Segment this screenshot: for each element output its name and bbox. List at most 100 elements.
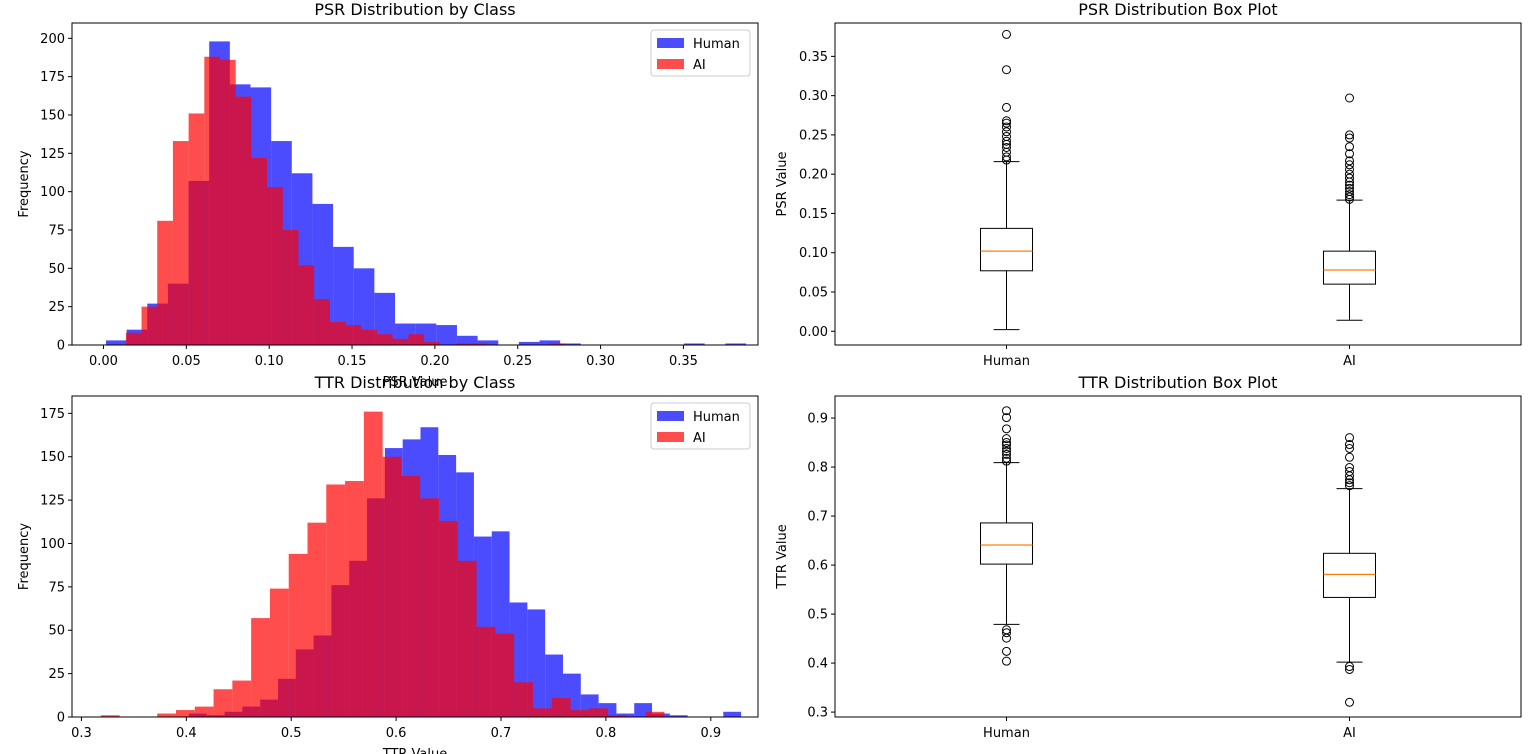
bar-ai [326,484,346,717]
outlier-point [1002,136,1011,146]
outlier-point [1345,443,1354,453]
outlier-point [1002,102,1011,112]
y-tick-label: 75 [48,580,65,595]
y-tick-label: 25 [48,667,65,682]
y-axis-label: Frequency [17,523,32,590]
legend-swatch [657,38,684,48]
bar-ai [549,343,566,345]
outlier-point [1002,628,1011,638]
outlier-point [1002,142,1011,152]
bar-ai [267,187,283,345]
outlier-point [1002,131,1011,141]
axes-frame [834,22,1522,346]
outlier-point [1345,440,1354,450]
x-tick-label: 0.10 [255,354,284,369]
bar-ai [392,338,409,345]
outlier-point [1002,456,1011,466]
bar-ai [307,522,327,717]
y-tick-label: 0.05 [799,285,828,300]
outlier-point [1345,478,1354,488]
bar-ai [204,56,221,345]
y-tick-label: 175 [40,407,65,422]
y-tick-label: 0.8 [807,461,828,476]
bar-ai [471,343,487,345]
bar-ai [532,708,552,717]
bar-ai [100,715,120,717]
outlier-point [1002,152,1011,162]
bar-ai [232,680,252,717]
y-tick-label: 0.5 [807,608,828,623]
bar-ai [251,157,268,345]
bar-ai [551,697,571,717]
box-iqr [980,227,1033,272]
outlier-point [1345,452,1354,462]
outlier-point [1345,142,1354,152]
outlier-point [1345,180,1354,190]
outlier-point [1345,156,1354,166]
outlier-point [1002,438,1011,448]
outlier-point [1002,440,1011,450]
bar-human [560,343,581,345]
x-tick-label: 0.3 [71,726,92,741]
chart-title: TTR Distribution by Class [314,373,516,392]
box-ai [1323,433,1376,707]
outlier-point [1002,413,1011,423]
y-tick-label: 0 [57,711,65,726]
box-iqr [1323,250,1376,285]
bar-ai [408,334,424,345]
y-tick-label: 0.7 [807,510,828,525]
x-axis-label: PSR Value [383,375,448,390]
bar-ai [251,618,270,717]
outlier-point [1002,127,1011,137]
x-tick-label: 0.30 [586,354,615,369]
bar-ai [220,59,236,346]
y-axis-label: PSR Value [775,152,790,217]
series-ai [100,411,665,717]
box-iqr [980,522,1033,565]
bar-human [105,340,127,345]
outlier-point [1345,481,1354,491]
box-human [980,406,1033,666]
y-tick-label: 25 [48,300,65,315]
outlier-point [1345,133,1354,143]
y-tick-label: 0.4 [807,657,828,672]
legend-swatch [657,59,684,69]
x-tick-label: 0.15 [338,354,367,369]
bar-human [333,246,354,345]
x-tick-label: 0.9 [700,726,721,741]
bar-ai [345,481,364,717]
bar-ai [361,329,377,345]
bar-ai [141,306,158,345]
outlier-point [1345,186,1354,196]
bar-human [539,340,561,345]
bar-ai [382,456,402,717]
y-tick-label: 75 [48,224,65,239]
bar-human [456,335,478,345]
bar-ai [423,341,440,345]
x-tick-label: 0.8 [596,726,617,741]
bar-human [436,325,457,345]
legend-label: Human [693,37,740,52]
y-tick-label: 125 [40,147,65,162]
outlier-point [1002,434,1011,444]
y-tick-label: 0.35 [799,50,828,65]
chart-2 [831,22,1522,349]
outlier-point [1345,433,1354,443]
y-tick-label: 0.6 [807,559,828,574]
box-human [980,29,1033,331]
bar-human [669,715,688,717]
axes-frame [71,395,759,718]
legend: Human AI [650,402,751,450]
x-tick-label: AI [1343,354,1356,369]
x-tick-label: 0.5 [281,726,302,741]
box-ai [1323,93,1376,321]
bar-ai [420,498,439,717]
y-tick-label: 0.25 [799,128,828,143]
bar-ai [172,141,189,345]
bar-ai [194,706,214,717]
chart-title: PSR Distribution by Class [314,0,515,19]
y-tick-label: 175 [40,70,65,85]
x-tick-label: 0.7 [491,726,512,741]
outlier-point [1002,656,1011,666]
bar-ai [438,520,458,717]
